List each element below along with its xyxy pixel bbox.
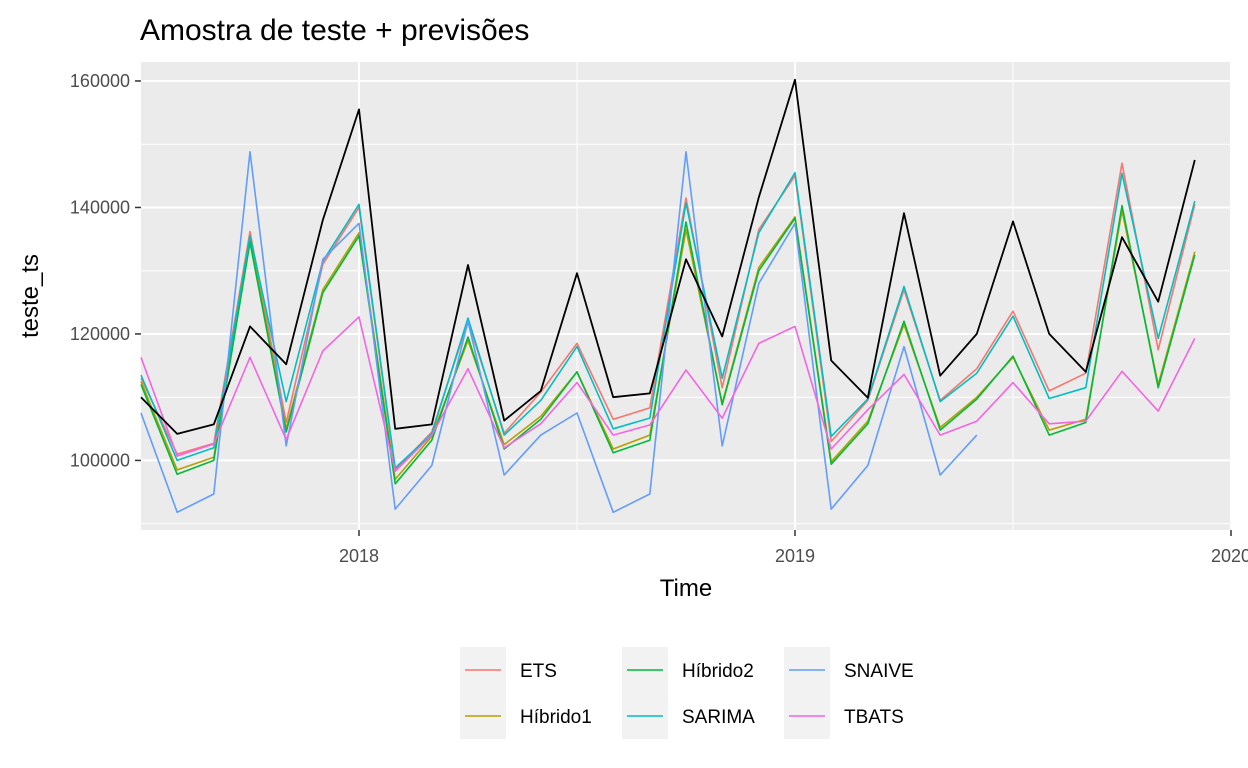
y-tick-label: 120000 [70,324,130,344]
legend-label-hibrido2: Híbrido2 [682,661,754,682]
legend: ETS Híbrido1 Híbrido2 SARIMA SNAIVE TBATS [460,647,914,739]
legend-label-snaive: SNAIVE [844,661,914,682]
y-tick-label: 100000 [70,450,130,470]
x-tick-label: 2018 [339,546,379,566]
series-layer [140,78,1196,514]
x-axis: 2018 2019 2020 [339,530,1248,566]
series-line-actual [140,78,1196,435]
x-tick-label: 2019 [775,546,815,566]
y-tick-label: 160000 [70,71,130,91]
legend-label-hibrido1: Híbrido1 [520,707,592,728]
x-tick-label: 2020 [1211,546,1248,566]
legend-label-ets: ETS [520,661,557,682]
series-line-snaive [140,151,978,514]
series-line-sarima [140,171,1196,469]
y-axis: 100000 120000 140000 160000 [70,71,141,470]
series-line-tbats [140,316,1196,472]
chart-title: Amostra de teste + previsões [140,14,529,47]
y-axis-title: teste_ts [17,254,44,338]
series-line-hibrido2 [140,204,1196,485]
y-tick-label: 140000 [70,197,130,217]
legend-label-sarima: SARIMA [682,707,755,728]
legend-label-tbats: TBATS [844,707,904,728]
x-axis-title: Time [660,575,712,602]
grid-minor [141,62,1231,530]
